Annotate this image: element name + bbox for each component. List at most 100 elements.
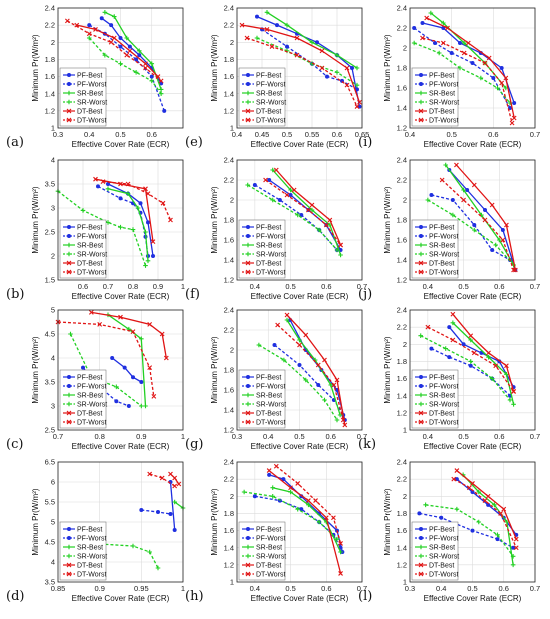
series-dt-best-point-0: [424, 15, 430, 21]
series-pf-best-line: [422, 22, 515, 104]
series-dt-best-point-1: [118, 314, 123, 320]
series-pf-best-point-4: [499, 66, 504, 70]
y-tick-label: 1.2: [224, 276, 234, 285]
series-sr-best-point-4: [338, 549, 343, 555]
legend-label: DT-Worst: [256, 572, 285, 579]
legend-dt-best-point-0: [66, 108, 72, 114]
y-tick-label: 1.4: [397, 391, 407, 400]
legend-label: SR-Worst: [256, 252, 286, 259]
series-pf-worst-point-4: [491, 76, 496, 80]
y-axis-label: Minimum Pr(W/m²): [383, 336, 392, 403]
series-sr-worst-point-2: [295, 506, 301, 512]
series-pf-best: [99, 16, 164, 86]
x-axis-label: Effective Cover Rate (ECR): [424, 442, 522, 451]
series-sr-worst-point-3: [495, 532, 500, 538]
legend-pf-best-point-0: [246, 73, 250, 77]
series-dt-best: [168, 471, 182, 487]
series-sr-best-point-4: [354, 65, 360, 71]
series-sr-best-point-0: [284, 317, 290, 323]
series-sr-worst-point-1: [454, 506, 460, 512]
series-sr-best: [270, 485, 343, 555]
y-tick-label: 2.2: [397, 475, 407, 484]
legend-sr-worst-point-0: [418, 401, 424, 407]
series-dt-best-point-0: [93, 176, 98, 182]
series-pf-best: [110, 356, 144, 384]
series-dt-best: [273, 167, 343, 248]
series-sr-worst-point-0: [68, 331, 73, 337]
y-axis-label: Minimum Pr(W/m²): [383, 186, 392, 253]
legend-label: PF-Worst: [429, 82, 458, 89]
series-sr-best: [460, 472, 516, 568]
series-sr-best-point-1: [125, 191, 131, 196]
legend-label: PF-Worst: [77, 536, 106, 543]
series-pf-worst-point-3: [490, 248, 495, 252]
series-sr-worst-point-4: [334, 417, 340, 423]
series-pf-best-point-1: [122, 365, 127, 370]
series-pf-best-line: [111, 357, 142, 383]
series-sr-best-point-1: [297, 337, 302, 343]
legend-pf-best-point-0: [246, 225, 250, 229]
series-dt-best-point-4: [512, 267, 518, 273]
legend-box: [59, 369, 107, 429]
series-pf-worst-point-1: [156, 510, 160, 514]
y-tick-label: 5: [51, 306, 55, 315]
legend-label: DT-Best: [77, 563, 102, 570]
series-pf-worst-point-4: [149, 74, 154, 79]
series-pf-best-point-3: [315, 40, 319, 45]
series-sr-best-point-1: [461, 187, 466, 193]
y-tick-label: 2.4: [224, 4, 234, 13]
series-sr-worst-point-2: [295, 212, 301, 218]
plot-frame: [409, 309, 536, 431]
series-sr-worst-point-0: [411, 40, 417, 46]
legend-pf-worst-point-0: [67, 536, 71, 540]
legend-sr-best-point-0: [245, 90, 251, 96]
legend-label: PF-Worst: [77, 234, 106, 241]
legend-sr-worst-point-0: [418, 99, 424, 105]
x-tick-label: 0.5: [285, 584, 295, 593]
x-tick-label: 0.4: [263, 432, 273, 441]
x-axis-label: Effective Cover Rate (ECR): [72, 140, 170, 149]
series-dt-worst-point-2: [130, 329, 136, 334]
series-dt-worst-point-0: [147, 471, 153, 477]
legend-label: DT-Worst: [256, 420, 285, 427]
y-tick-label: 2.2: [224, 326, 234, 335]
x-tick-label: 0.5: [285, 282, 295, 291]
legend-dt-worst-point-0: [245, 269, 251, 275]
series-sr-worst-point-5: [143, 263, 148, 268]
series-sr-worst-point-3: [493, 242, 499, 248]
y-tick-label: 2.4: [397, 4, 407, 13]
series-dt-best: [239, 22, 362, 105]
series-sr-best-point-3: [504, 371, 509, 377]
series-dt-best-point-2: [176, 481, 182, 487]
series-pf-worst-point-0: [139, 508, 144, 512]
y-tick-label: 1.4: [45, 89, 55, 98]
series-sr-worst-point-1: [270, 197, 276, 203]
x-tick-label: 0.6: [326, 432, 336, 441]
legend-pf-best-point-0: [246, 527, 250, 531]
series-dt-best-point-1: [470, 481, 475, 486]
series-dt-worst-point-5: [354, 104, 360, 109]
series-sr-best-point-1: [111, 14, 117, 19]
y-axis-label: Minimum Pr(W/m²): [383, 488, 392, 555]
series-dt-best-point-0: [454, 162, 459, 168]
chart-b: 0.6 0.7 0.8 0.9 1 1.5 2 2.5 3 3.5 4 Effective Cover…: [6, 156, 185, 302]
plot-frame: [57, 159, 184, 281]
series-sr-worst-point-2: [114, 384, 119, 390]
legend-label: DT-Best: [77, 411, 102, 418]
legend-label: PF-Worst: [77, 384, 106, 391]
y-tick-label: 1.2: [397, 276, 407, 285]
legend-label: DT-Worst: [429, 118, 458, 125]
series-pf-worst-point-2: [449, 51, 454, 55]
y-tick-label: 2.4: [224, 458, 234, 467]
series-dt-best-point-2: [486, 350, 491, 356]
plot-frame: [57, 461, 184, 583]
series-dt-best-point-0: [450, 311, 456, 317]
legend-dt-worst-point-0: [66, 571, 72, 577]
y-tick-label: 1.6: [397, 236, 407, 245]
legend-label: PF-Worst: [77, 82, 106, 89]
series-dt-best-point-2: [322, 357, 327, 363]
series-pf-worst-point-1: [447, 355, 452, 360]
series-sr-best-point-0: [172, 499, 177, 505]
series-pf-worst-point-5: [355, 87, 359, 92]
x-tick-label: 0.85: [51, 584, 66, 593]
